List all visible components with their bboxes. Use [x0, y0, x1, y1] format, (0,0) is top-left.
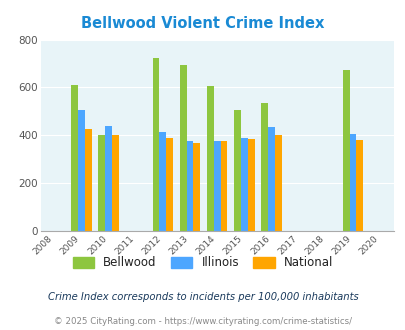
- Text: Crime Index corresponds to incidents per 100,000 inhabitants: Crime Index corresponds to incidents per…: [47, 292, 358, 302]
- Bar: [85, 129, 91, 231]
- Bar: [193, 143, 200, 231]
- Bar: [241, 138, 247, 231]
- Bar: [247, 139, 254, 231]
- Bar: [220, 141, 227, 231]
- Bar: [274, 135, 281, 231]
- Bar: [159, 132, 166, 231]
- Bar: [112, 135, 118, 231]
- Bar: [179, 65, 186, 231]
- Bar: [261, 103, 267, 231]
- Bar: [213, 141, 220, 231]
- Bar: [234, 110, 241, 231]
- Bar: [207, 86, 213, 231]
- Bar: [71, 85, 78, 231]
- Text: © 2025 CityRating.com - https://www.cityrating.com/crime-statistics/: © 2025 CityRating.com - https://www.city…: [54, 317, 351, 326]
- Bar: [98, 135, 105, 231]
- Bar: [166, 138, 173, 231]
- Bar: [267, 127, 274, 231]
- Bar: [356, 140, 362, 231]
- Legend: Bellwood, Illinois, National: Bellwood, Illinois, National: [68, 252, 337, 274]
- Bar: [186, 141, 193, 231]
- Bar: [342, 70, 349, 231]
- Bar: [152, 57, 159, 231]
- Text: Bellwood Violent Crime Index: Bellwood Violent Crime Index: [81, 16, 324, 31]
- Bar: [78, 110, 85, 231]
- Bar: [349, 134, 356, 231]
- Bar: [105, 126, 112, 231]
